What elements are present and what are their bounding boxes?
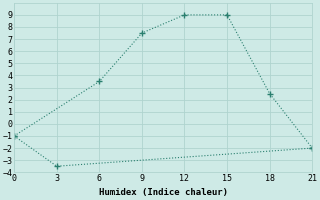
X-axis label: Humidex (Indice chaleur): Humidex (Indice chaleur): [99, 188, 228, 197]
